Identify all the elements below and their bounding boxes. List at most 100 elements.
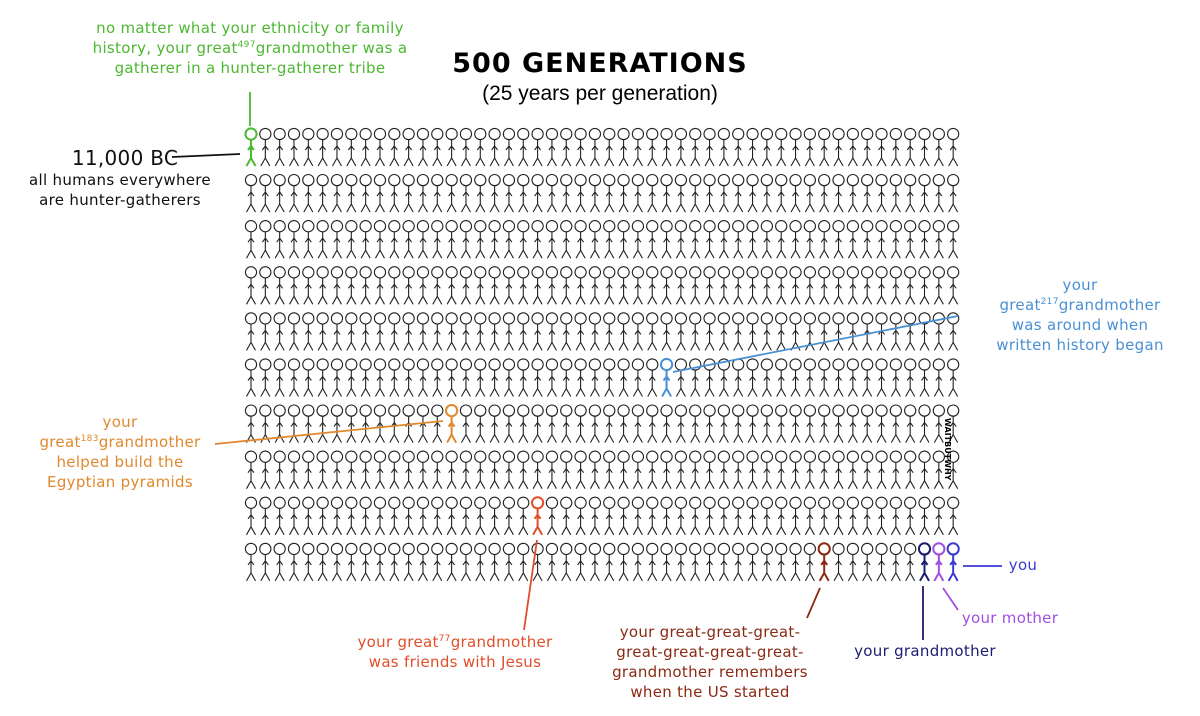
stick-figure: [459, 358, 473, 397]
stick-figure: [760, 358, 774, 397]
stick-figure: [330, 542, 344, 582]
label-great217: your great217grandmother was around when…: [996, 276, 1164, 354]
stick-figure: [445, 450, 458, 489]
stick-figure: [588, 358, 602, 397]
stick-figure: [531, 312, 544, 351]
stick-figure: [832, 542, 845, 582]
stick-figure: [889, 173, 902, 213]
stick-figure: [932, 127, 945, 167]
stick-figure: [416, 312, 430, 351]
stick-figure: [746, 127, 759, 167]
stick-figure: [517, 450, 530, 489]
stick-figure: [760, 450, 774, 489]
stick-figure: [775, 127, 788, 167]
stick-figure: [674, 312, 688, 351]
stick-figure: [316, 127, 329, 167]
stick-figure: [273, 358, 286, 397]
stick-figure: [889, 496, 902, 536]
stick-figure: [631, 127, 645, 167]
stick-figure: [431, 266, 444, 305]
stick-figure: [517, 404, 530, 443]
stick-figure: [545, 173, 559, 213]
stick-figure: [861, 312, 874, 351]
stick-figure: [689, 542, 702, 582]
stick-figure: [861, 127, 874, 167]
stick-figure: [746, 358, 759, 397]
stick-figure: [402, 358, 415, 397]
stick-figure: [474, 358, 487, 397]
stick-figure: [588, 496, 602, 536]
stick-figure: [474, 542, 487, 582]
stick-figure: [517, 173, 530, 213]
label-11000bc: 11,000 BC all humans everywhere are hunt…: [29, 146, 211, 209]
stick-figure: [373, 358, 387, 397]
stick-figure: [287, 358, 301, 397]
stick-figure: [904, 127, 917, 167]
stick-figure: [531, 450, 544, 489]
stick-figure: [803, 127, 817, 167]
stick-figure: [545, 266, 559, 305]
stick-figure: [287, 220, 301, 259]
stick-figure: [646, 542, 659, 582]
stick-figure: [588, 173, 602, 213]
stick-figure: [431, 173, 444, 213]
stick-figure: [775, 404, 788, 443]
stick-figure: [947, 220, 960, 259]
stick-figure: [875, 173, 888, 213]
stick-figure: [402, 173, 415, 213]
stick-figure: [445, 266, 458, 305]
stick-figure: [760, 404, 774, 443]
stick-figure: [846, 358, 860, 397]
stick-figure: [445, 173, 458, 213]
stick-figure: [904, 404, 917, 443]
stick-figure: [717, 450, 731, 489]
stick-figure: [373, 220, 387, 259]
stick-figure: [717, 220, 731, 259]
stick-figure: [488, 220, 501, 259]
label-mother: your mother: [961, 609, 1059, 627]
label-great77: your great77grandmother was friends with…: [357, 633, 553, 671]
stick-figure: [875, 220, 888, 259]
stick-figure: [674, 266, 688, 305]
stick-figure: [373, 496, 387, 536]
stick-figure: [488, 404, 501, 443]
stick-figure: [660, 542, 673, 582]
stick-figure: [789, 127, 802, 167]
stick-figure: [502, 542, 516, 582]
stick-figure: [775, 266, 788, 305]
stick-figure: [918, 127, 931, 167]
stick-figure: [846, 496, 860, 536]
stick-figure: [832, 127, 845, 167]
stick-figure: [818, 496, 831, 536]
stick-figure: [545, 312, 559, 351]
stick-figure: [488, 496, 501, 536]
stick-figure: [631, 542, 645, 582]
stick-figure: [875, 358, 888, 397]
stick-figure: [689, 404, 702, 443]
stick-figure: [660, 450, 673, 489]
stick-figure: [689, 173, 702, 213]
stick-figure: [416, 450, 430, 489]
stick-figure: [689, 266, 702, 305]
stick-figure: [402, 127, 415, 167]
subtitle: (25 years per generation): [482, 82, 718, 105]
stick-figure: [244, 404, 258, 443]
stick-figure: [431, 358, 444, 397]
stick-figure: [918, 220, 931, 259]
stick-figure: [732, 450, 745, 489]
stick-figure: [416, 220, 430, 259]
stick-figure: [445, 220, 458, 259]
stick-figure: [345, 127, 358, 167]
stick-figure: [918, 496, 931, 536]
stick-figure: [474, 220, 487, 259]
stick-figure: [746, 220, 759, 259]
stick-figure: [732, 312, 745, 351]
stick-figure: [459, 173, 473, 213]
stick-figure: [918, 173, 931, 213]
stick-figure: [316, 358, 329, 397]
stick-figure: [474, 404, 487, 443]
stick-figure: [617, 404, 630, 443]
stick-figure: [459, 542, 473, 582]
stick-figure: [732, 266, 745, 305]
stick-figure: [545, 404, 559, 443]
